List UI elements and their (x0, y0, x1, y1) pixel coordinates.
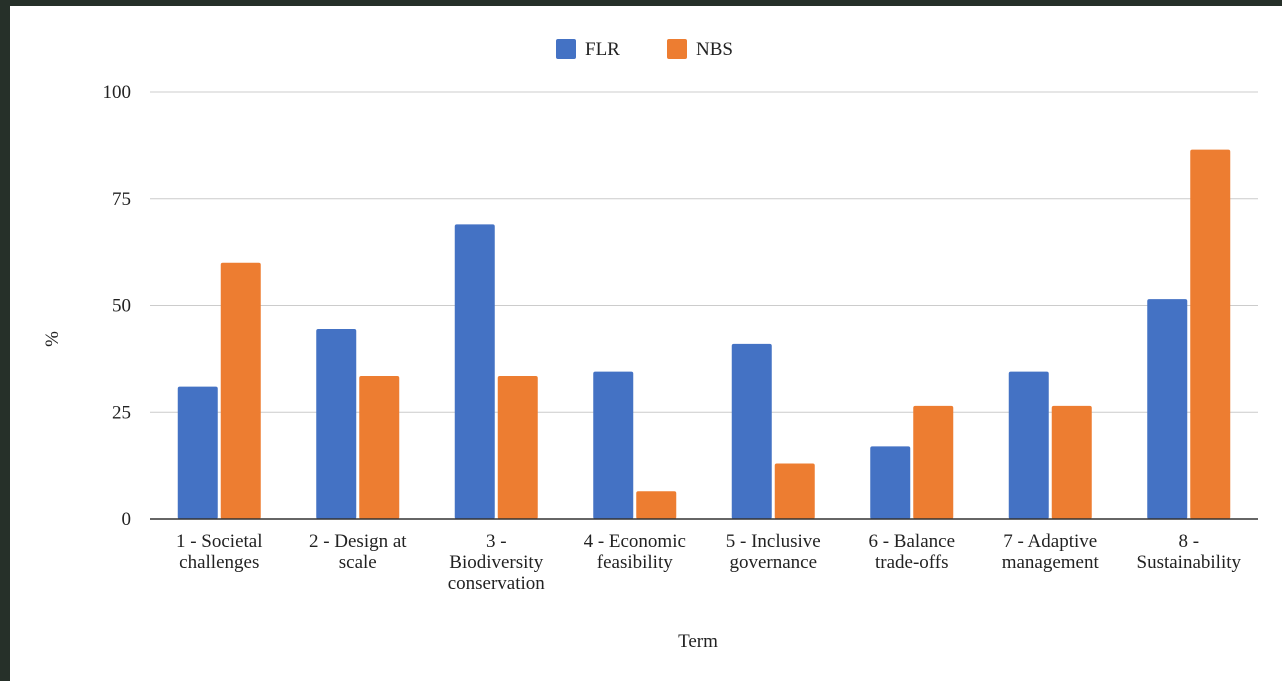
x-category-label: 8 -Sustainability (1137, 531, 1242, 573)
bars (177, 149, 1231, 519)
x-category-label: 1 - Societal challenges (176, 531, 263, 573)
x-category-label-line: Sustainability (1137, 552, 1242, 573)
legend-label-flr: FLR (585, 39, 620, 60)
gridlines (150, 91, 1258, 413)
bar-flr-8 (1147, 299, 1188, 519)
bar-flr-2 (316, 328, 357, 519)
bar-nbs-8 (1190, 149, 1231, 519)
x-axis-title: Term (678, 631, 718, 652)
bar-nbs-2 (359, 375, 400, 519)
bar-flr-7 (1008, 371, 1049, 519)
bar-flr-4 (593, 371, 634, 519)
x-category-label-line: 2 - Design at (309, 531, 407, 552)
bar-nbs-1 (220, 262, 261, 519)
x-category-label-line: management (1002, 552, 1100, 573)
legend: FLR NBS (556, 39, 733, 60)
x-category-label-line: governance (729, 552, 817, 573)
y-tick-label: 25 (112, 402, 131, 423)
x-category-label-line: 3 - (486, 531, 507, 552)
x-category-label-line: 6 - Balance (868, 531, 955, 552)
x-category-label-line: conservation (448, 573, 546, 594)
x-category-labels: 1 - Societal challenges 2 - Design at scale… (176, 531, 1242, 594)
y-tick-label: 0 (122, 509, 132, 530)
x-category-label: 7 - Adaptive management (1002, 531, 1100, 573)
x-category-label-line: Biodiversity (449, 552, 543, 573)
bar-nbs-4 (636, 491, 677, 519)
x-category-label-line: trade-offs (875, 552, 949, 573)
y-tick-label: 50 (112, 296, 131, 317)
bar-flr-1 (177, 386, 218, 519)
x-category-label-line: 5 - Inclusive (726, 531, 821, 552)
x-category-label-line: challenges (179, 552, 259, 573)
x-category-label: 3 -Biodiversity conservation (448, 531, 546, 594)
legend-label-nbs: NBS (696, 39, 733, 60)
y-tick-label: 75 (112, 189, 131, 210)
x-category-label-line: 7 - Adaptive (1003, 531, 1097, 552)
y-tick-label: 100 (103, 82, 132, 103)
bar-chart: 0 25 50 75 100 1 - Societal challenges 2 - Des… (42, 39, 1258, 652)
x-category-label: 5 - Inclusive governance (726, 531, 821, 573)
legend-swatch-nbs (667, 39, 687, 59)
x-category-label: 2 - Design at scale (309, 531, 407, 573)
y-axis-title: % (42, 331, 63, 347)
x-category-label-line: 8 - (1178, 531, 1199, 552)
bar-nbs-7 (1051, 405, 1092, 519)
bar-flr-5 (731, 343, 772, 519)
x-category-label: 4 - Economic feasibility (584, 531, 686, 573)
bar-flr-3 (454, 224, 495, 519)
legend-swatch-flr (556, 39, 576, 59)
bar-nbs-6 (913, 405, 954, 519)
x-category-label-line: feasibility (597, 552, 673, 573)
bar-nbs-3 (497, 375, 538, 519)
bar-nbs-5 (774, 463, 815, 519)
bar-flr-6 (870, 446, 911, 519)
y-tick-labels: 0 25 50 75 100 (103, 82, 132, 530)
chart-panel: 0 25 50 75 100 1 - Societal challenges 2 - Des… (10, 6, 1282, 681)
x-category-label: 6 - Balance trade-offs (868, 531, 955, 573)
x-category-label-line: scale (339, 552, 377, 573)
x-category-label-line: 4 - Economic (584, 531, 686, 552)
x-category-label-line: 1 - Societal (176, 531, 263, 552)
